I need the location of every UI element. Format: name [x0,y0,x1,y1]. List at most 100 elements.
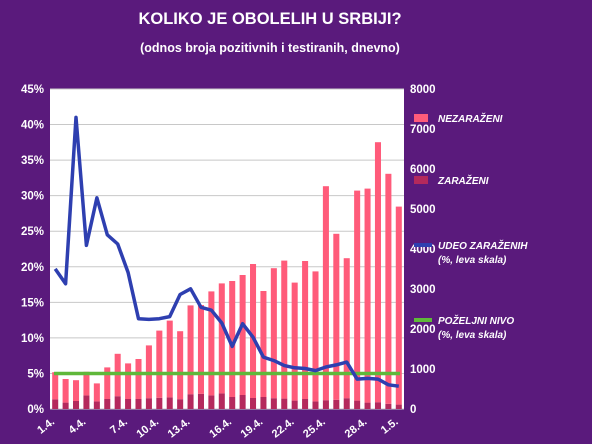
bars [52,142,402,409]
legend-note-pozeljni: (%, leva skala) [438,330,507,341]
left-tick-label: 10% [21,333,44,345]
bar-zarazeni [343,398,350,409]
bar-nezarazeni [177,331,184,400]
bar-zarazeni [364,402,371,409]
left-tick-label: 30% [21,191,44,203]
bar-zarazeni [395,404,402,409]
bar-nezarazeni [291,282,298,401]
x-tick-label: 10.4. [135,416,162,441]
bar-nezarazeni [62,379,69,403]
right-tick-label: 1000 [410,364,436,376]
bar-nezarazeni [322,186,329,401]
bar-zarazeni [73,401,80,409]
right-tick-label: 7000 [410,124,436,136]
bar-zarazeni [187,394,194,409]
x-tick-label: 7.4. [108,416,130,437]
bar-zarazeni [333,399,340,409]
bar-zarazeni [104,399,111,409]
x-tick-label: 1.4. [35,416,57,437]
bar-zarazeni [229,397,236,409]
bar-nezarazeni [302,261,309,399]
left-tick-label: 0% [27,404,44,416]
x-tick-label: 25.4. [301,416,328,441]
x-tick-label: 28.4. [343,416,370,441]
bar-zarazeni [208,395,215,409]
bar-zarazeni [83,395,90,409]
bar-zarazeni [166,397,173,409]
bar-zarazeni [177,399,184,409]
bar-zarazeni [145,398,152,409]
bar-nezarazeni [385,173,392,404]
bar-zarazeni [385,403,392,409]
right-tick-label: 6000 [410,164,436,176]
bar-zarazeni [114,396,121,409]
legend-label-pozeljni: POŽELJNI NIVO [438,314,514,327]
bar-nezarazeni [73,380,80,401]
bar-zarazeni [270,398,277,409]
bar-nezarazeni [187,305,194,395]
bar-nezarazeni [374,142,381,403]
lines [53,115,400,388]
bar-nezarazeni [312,271,319,402]
bar-nezarazeni [166,320,173,398]
x-tick-label: 4.4. [66,416,88,437]
chart-title: KOLIKO JE OBOLELIH U SRBIJI? [138,10,401,28]
legend: NEZARAŽENI ZARAŽENI UDEO ZARAŽENIH (%, l… [414,112,528,341]
legend-label-udeo: UDEO ZARAŽENIH [438,239,528,252]
right-tick-label: 2000 [410,324,436,336]
legend-swatch-nezarazeni [414,114,428,122]
bar-zarazeni [197,393,204,409]
bar-nezarazeni [104,367,111,399]
bar-nezarazeni [83,371,90,396]
bar-nezarazeni [52,372,59,400]
x-tick-label: 1.5. [379,416,401,437]
bar-nezarazeni [218,283,225,394]
legend-swatch-zarazeni [414,176,428,184]
bar-nezarazeni [281,260,288,399]
bar-nezarazeni [333,233,340,400]
legend-note-udeo: (%, leva skala) [438,255,507,266]
bar-zarazeni [302,399,309,409]
bar-zarazeni [260,397,267,409]
left-tick-label: 35% [21,155,44,167]
bar-zarazeni [322,400,329,409]
bar-zarazeni [62,402,69,409]
bar-zarazeni [281,398,288,409]
left-tick-label: 5% [27,368,44,380]
legend-label-nezarazeni: NEZARAŽENI [438,112,503,125]
bar-nezarazeni [156,330,163,398]
bar-nezarazeni [343,258,350,399]
left-axis: 0% 5% 10% 15% 20% 25% 30% 35% 40% 45% [21,84,44,416]
bar-zarazeni [52,399,59,409]
bar-zarazeni [156,397,163,409]
bar-nezarazeni [395,206,402,405]
bar-zarazeni [354,400,361,409]
bar-nezarazeni [250,264,257,398]
x-tick-label: 19.4. [239,416,266,441]
bar-zarazeni [291,400,298,409]
bar-zarazeni [125,399,132,409]
legend-swatch-pozeljni [414,318,432,322]
bar-nezarazeni [354,190,361,401]
legend-label-zarazeni: ZARAŽENI [437,174,489,187]
bar-zarazeni [218,393,225,409]
bar-nezarazeni [229,281,236,397]
plot-area [50,89,404,409]
right-tick-label: 0 [410,404,416,416]
bar-nezarazeni [364,188,371,403]
bar-zarazeni [239,395,246,409]
legend-swatch-udeo [414,243,432,247]
left-tick-label: 20% [21,262,44,274]
bar-zarazeni [312,401,319,409]
x-tick-label: 16.4. [207,416,234,441]
bar-zarazeni [250,398,257,409]
right-tick-label: 8000 [410,84,436,96]
bar-zarazeni [374,402,381,409]
right-tick-label: 3000 [410,284,436,296]
bar-nezarazeni [239,275,246,395]
bar-nezarazeni [270,268,277,399]
left-tick-label: 15% [21,297,44,309]
bar-nezarazeni [197,305,204,394]
x-tick-label: 22.4. [270,416,297,441]
